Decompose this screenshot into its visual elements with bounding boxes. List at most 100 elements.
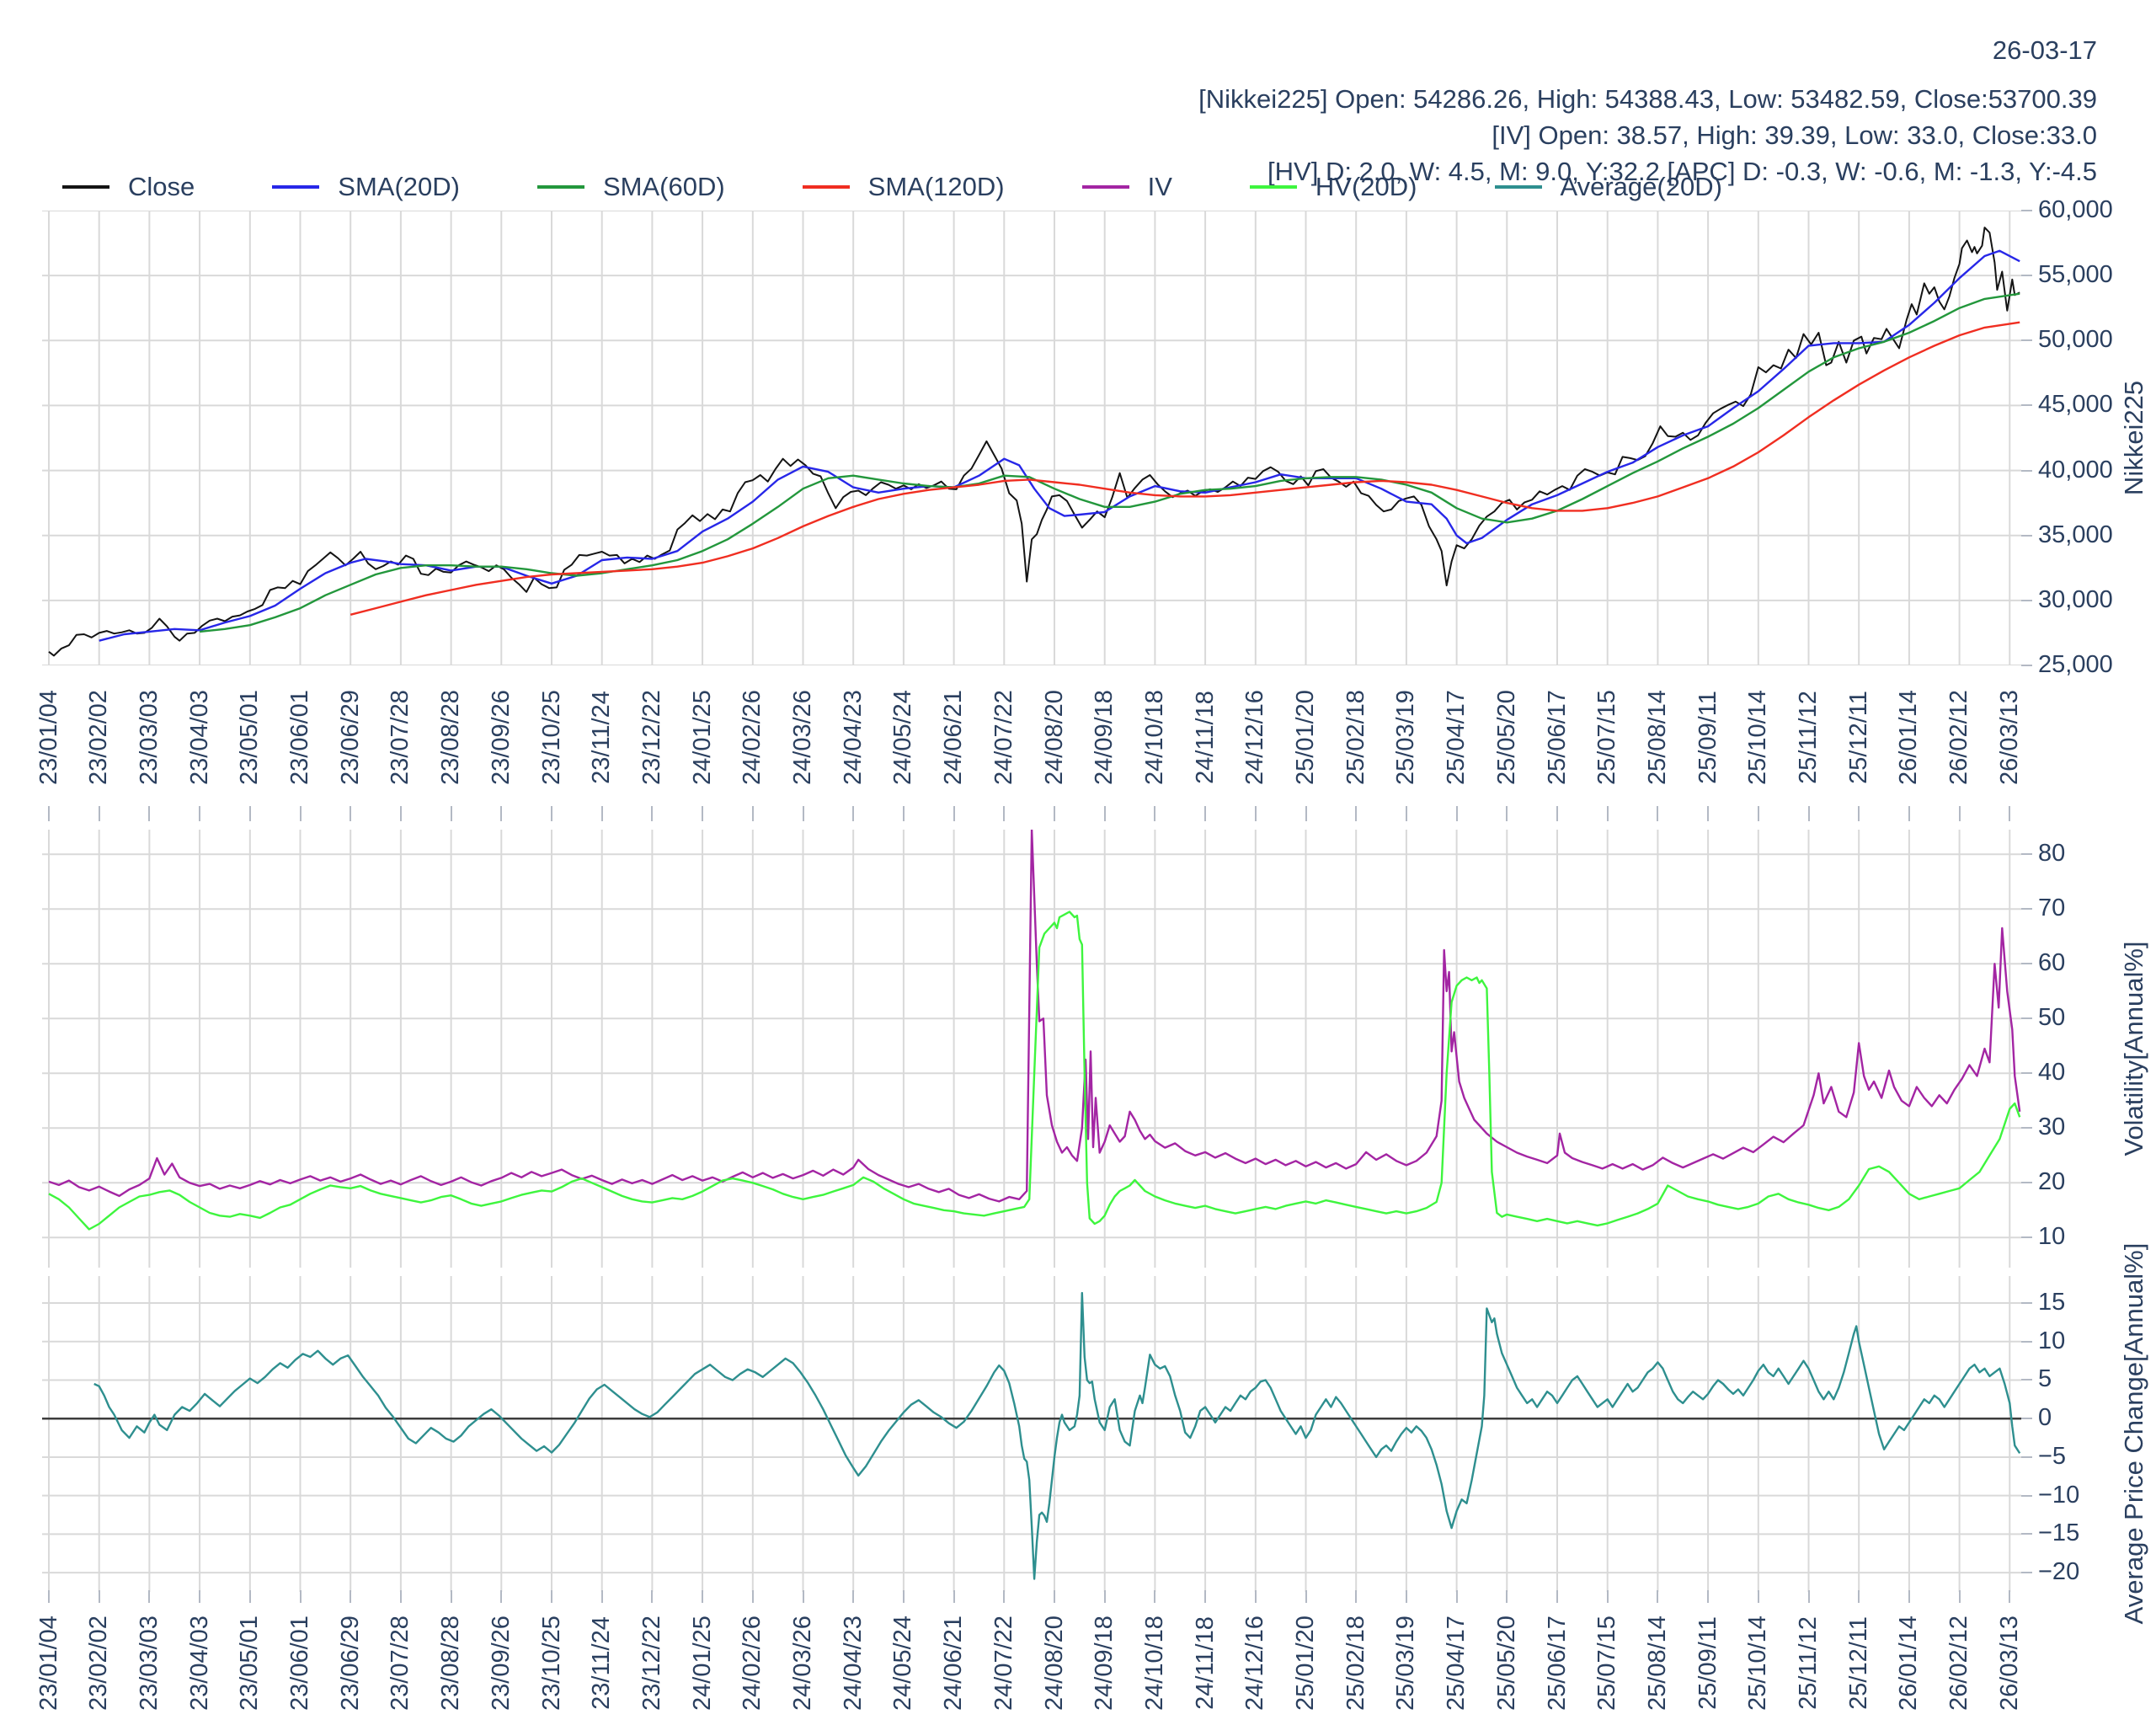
x-tick-label-text: 24/02/26 (739, 689, 766, 785)
x-tick-label: 24/06/21 (940, 674, 969, 800)
x-tick-label: 23/10/25 (537, 1603, 566, 1722)
x-tick-label: 25/05/20 (1492, 674, 1521, 800)
x-tick-mark (1657, 806, 1659, 821)
x-tick-label-text: 24/04/23 (839, 1615, 867, 1711)
x-tick-label-text: 25/11/12 (1795, 690, 1822, 784)
y-tick-mark (2021, 1302, 2032, 1304)
x-tick-label: 24/12/16 (1241, 1603, 1270, 1722)
x-tick-label-text: 25/04/17 (1443, 1615, 1470, 1711)
x-tick-label: 24/01/25 (688, 674, 717, 800)
x-tick-mark (248, 1590, 251, 1603)
x-tick-label: 24/04/23 (839, 674, 867, 800)
x-tick-label-text: 23/09/26 (487, 1615, 515, 1711)
x-tick-label-text: 25/11/12 (1795, 1616, 1822, 1710)
x-tick-mark (1355, 1590, 1358, 1603)
x-tick-mark (1254, 806, 1257, 821)
x-tick-label: 23/05/01 (236, 674, 264, 800)
legend-item-average20d[interactable]: Average(20D) (1494, 172, 1722, 202)
x-tick-mark (98, 806, 100, 821)
x-tick-label: 26/03/13 (1995, 674, 2024, 800)
x-tick-label-text: 24/03/26 (789, 1615, 817, 1711)
x-tick-label-text: 23/01/04 (35, 1615, 62, 1711)
x-tick-label-text: 24/03/26 (789, 689, 817, 785)
apc-chart-plot-area[interactable] (42, 1276, 2021, 1592)
x-tick-label: 23/09/26 (487, 674, 515, 800)
y-tick-mark (2021, 404, 2032, 407)
legend-item-sma20d[interactable]: SMA(20D) (272, 172, 460, 202)
sma120d-line (350, 321, 2020, 616)
x-tick-mark (902, 806, 905, 821)
x-tick-label: 24/02/26 (739, 674, 767, 800)
legend-label: IV (1147, 172, 1172, 201)
x-tick-mark (1003, 806, 1006, 821)
legend-item-sma60d[interactable]: SMA(60D) (536, 172, 725, 202)
x-tick-label: 24/01/25 (688, 1603, 717, 1722)
legend-label: SMA(20D) (338, 172, 460, 201)
y-tick-mark (2021, 665, 2032, 666)
volatility-chart-plot-area[interactable] (42, 830, 2021, 1268)
y-tick-mark (2021, 1533, 2032, 1535)
legend-item-sma120d[interactable]: SMA(120D) (802, 172, 1005, 202)
x-tick-label-text: 25/12/11 (1844, 1616, 1872, 1710)
x-tick-label: 23/02/02 (85, 674, 114, 800)
x-tick-label-text: 25/09/11 (1694, 690, 1721, 784)
x-tick-label-text: 23/04/03 (185, 689, 213, 785)
x-tick-label: 23/06/29 (336, 1603, 365, 1722)
x-tick-mark (902, 1590, 905, 1603)
x-tick-label-text: 25/08/14 (1643, 689, 1671, 785)
y-tick-mark (2021, 1127, 2032, 1130)
x-tick-label-text: 23/08/28 (437, 689, 465, 785)
x-tick-label: 23/04/03 (185, 674, 214, 800)
x-tick-label-text: 24/10/18 (1140, 689, 1168, 785)
legend-item-close[interactable]: Close (62, 172, 195, 202)
y-tick-mark (2021, 1494, 2032, 1497)
x-tick-label: 24/07/22 (990, 674, 1018, 800)
x-tick-label: 24/09/18 (1091, 674, 1119, 800)
y-tick-label: 45,000 (2038, 391, 2113, 419)
price-chart-plot-area[interactable] (42, 211, 2021, 665)
y-axis-title-volatility: Volatility[Annual%] (2119, 941, 2148, 1156)
x-tick-label-text: 26/03/13 (1995, 1615, 2023, 1711)
x-tick-label-text: 25/12/11 (1844, 690, 1872, 784)
x-tick-mark (1054, 806, 1055, 821)
x-tick-mark (148, 1590, 151, 1603)
x-tick-label: 25/09/11 (1694, 674, 1722, 800)
x-tick-mark (1103, 1590, 1106, 1603)
x-tick-label: 23/05/01 (236, 1603, 264, 1722)
y-tick-mark (2021, 1236, 2032, 1239)
x-tick-mark (852, 806, 855, 821)
x-tick-label-text: 23/11/24 (588, 1616, 616, 1710)
x-tick-mark (1305, 806, 1307, 821)
x-tick-mark (1154, 1590, 1156, 1603)
x-tick-label-text: 23/03/03 (135, 1615, 163, 1711)
y-tick-label: 80 (2038, 840, 2066, 868)
y-tick-label: 10 (2038, 1223, 2066, 1251)
y-tick-mark (2021, 469, 2032, 472)
x-tick-mark (600, 1590, 603, 1603)
x-tick-label: 25/10/14 (1744, 674, 1773, 800)
x-tick-label: 25/05/20 (1492, 1603, 1521, 1722)
y-tick-label: 0 (2038, 1404, 2052, 1432)
x-tick-label: 26/02/12 (1945, 674, 1974, 800)
sma20d-line (99, 249, 2020, 642)
x-tick-mark (1556, 1590, 1558, 1603)
x-tick-label-text: 25/05/20 (1492, 689, 1520, 785)
legend-label: Average(20D) (1560, 172, 1722, 201)
y-tick-label: 55,000 (2038, 261, 2113, 289)
x-tick-mark (1958, 806, 1961, 821)
x-tick-label-text: 23/06/01 (286, 689, 314, 785)
legend-item-iv[interactable]: IV (1081, 172, 1172, 202)
x-tick-mark (1707, 806, 1710, 821)
x-tick-label-text: 24/07/22 (990, 689, 1017, 785)
x-tick-mark (1858, 1590, 1860, 1603)
x-tick-label: 24/05/24 (889, 674, 918, 800)
x-tick-label-text: 25/08/14 (1643, 1615, 1671, 1711)
x-tick-mark (1908, 806, 1910, 821)
x-tick-label: 24/10/18 (1140, 674, 1169, 800)
legend-item-hv20d[interactable]: HV(20D) (1249, 172, 1417, 202)
x-tick-label: 25/06/17 (1543, 674, 1572, 800)
x-tick-label-text: 25/01/20 (1292, 1615, 1320, 1711)
x-tick-label-text: 25/02/18 (1342, 689, 1369, 785)
x-tick-label-text: 24/11/18 (1191, 1616, 1219, 1710)
x-tick-label-text: 24/10/18 (1140, 1615, 1168, 1711)
